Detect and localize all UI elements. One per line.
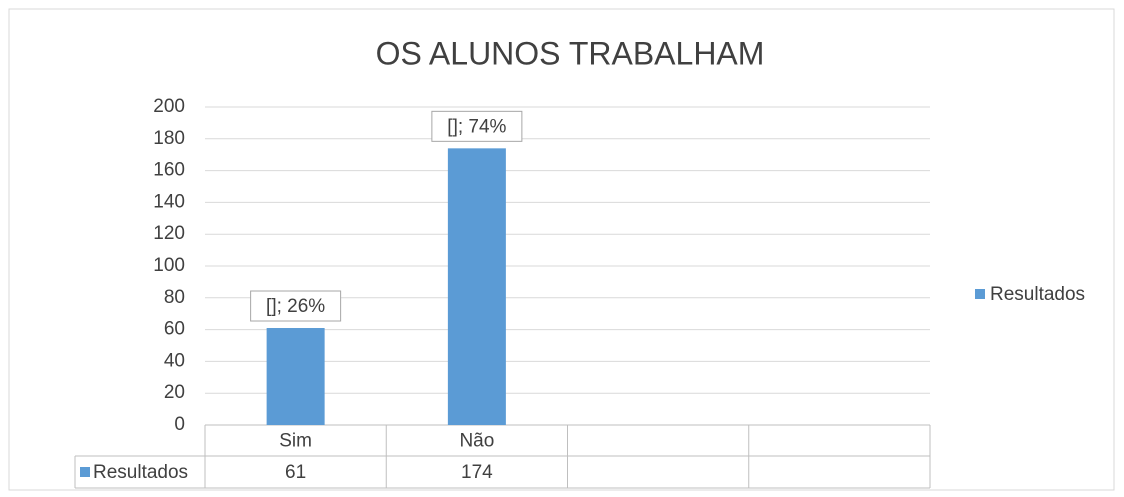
y-tick-label: 80 bbox=[164, 287, 185, 308]
x-tick-label: Não bbox=[459, 431, 494, 452]
data-label: []; 26% bbox=[266, 296, 325, 317]
table-value: 61 bbox=[285, 462, 306, 483]
bar bbox=[266, 328, 325, 425]
legend-label: Resultados bbox=[990, 284, 1085, 305]
y-tick-label: 40 bbox=[164, 350, 185, 371]
table-value: 174 bbox=[461, 462, 493, 483]
bar bbox=[447, 148, 506, 425]
y-tick-label: 0 bbox=[174, 414, 185, 435]
data-label-box bbox=[431, 110, 523, 142]
y-tick-label: 200 bbox=[153, 96, 185, 117]
table-series-name: Resultados bbox=[93, 462, 188, 483]
y-tick-label: 100 bbox=[153, 255, 185, 276]
data-label: []; 74% bbox=[447, 116, 506, 137]
y-tick-label: 180 bbox=[153, 128, 185, 149]
data-label-box bbox=[250, 290, 342, 322]
y-tick-label: 160 bbox=[153, 160, 185, 181]
chart-title: OS ALUNOS TRABALHAM bbox=[376, 35, 765, 71]
chart-frame bbox=[8, 8, 1115, 491]
x-tick-label: Sim bbox=[279, 431, 312, 452]
y-tick-label: 60 bbox=[164, 319, 185, 340]
y-tick-label: 120 bbox=[153, 223, 185, 244]
y-tick-label: 140 bbox=[153, 191, 185, 212]
y-tick-label: 20 bbox=[164, 382, 185, 403]
legend-key bbox=[975, 289, 985, 299]
table-legend-key bbox=[80, 467, 90, 477]
